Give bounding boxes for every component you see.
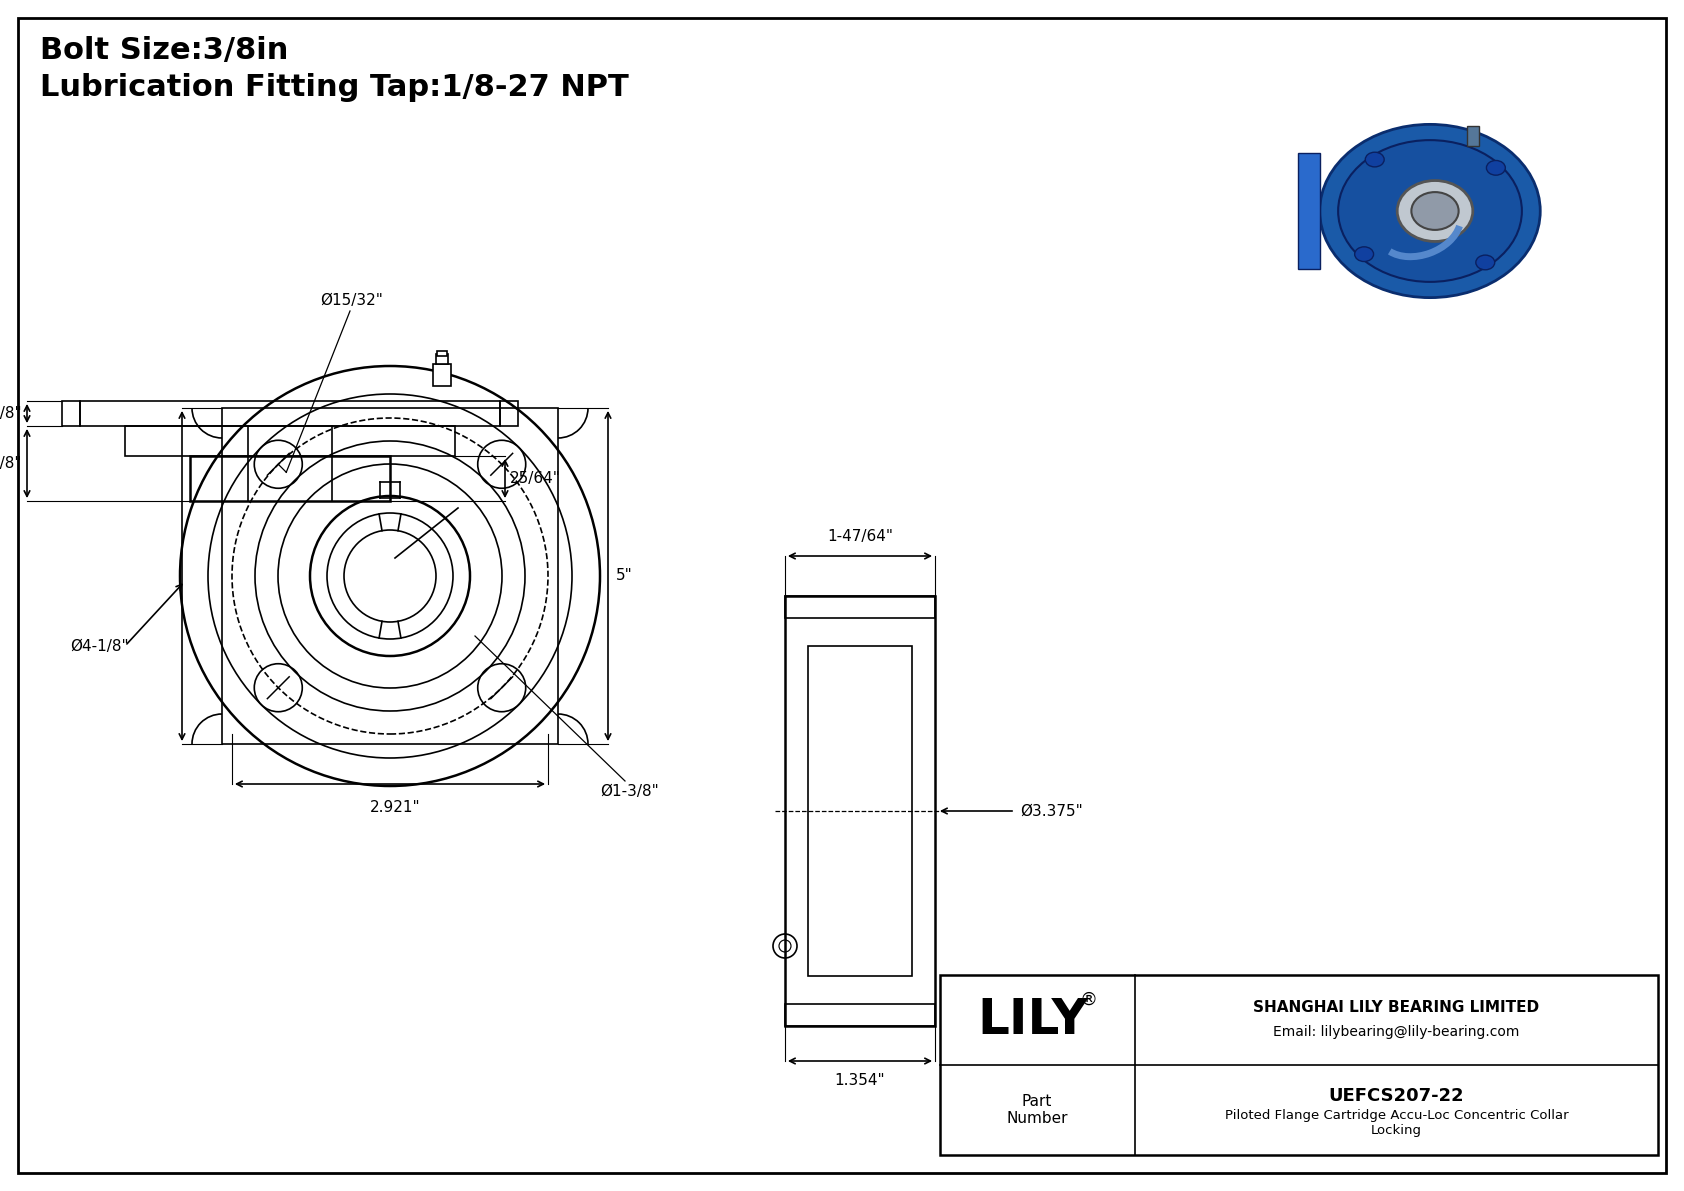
Text: Ø3.375": Ø3.375" (1021, 804, 1083, 818)
Bar (81, 401, 500, 426)
Text: Email: lilybearing@lily-bearing.com: Email: lilybearing@lily-bearing.com (1273, 1025, 1519, 1039)
Ellipse shape (1398, 181, 1474, 242)
Ellipse shape (1411, 192, 1458, 230)
Text: 7/8": 7/8" (0, 456, 22, 470)
Bar (222, 409, 557, 744)
Polygon shape (1298, 154, 1320, 269)
Ellipse shape (1475, 255, 1495, 270)
Text: 1-47/64": 1-47/64" (827, 529, 893, 544)
Bar (436, 354, 448, 364)
Text: 5": 5" (616, 568, 633, 584)
Text: Bolt Size:3/8in: Bolt Size:3/8in (40, 36, 288, 66)
Text: Ø1-3/8": Ø1-3/8" (600, 784, 658, 799)
Bar (125, 426, 455, 456)
Text: Lubrication Fitting Tap:1/8-27 NPT: Lubrication Fitting Tap:1/8-27 NPT (40, 73, 628, 102)
Bar (1467, 126, 1479, 146)
Text: 3/8": 3/8" (0, 406, 22, 420)
Ellipse shape (1366, 152, 1384, 167)
Text: Ø4-1/8": Ø4-1/8" (71, 638, 128, 654)
Text: Ø15/32": Ø15/32" (320, 293, 382, 308)
Ellipse shape (1339, 141, 1522, 282)
Text: 1.354": 1.354" (835, 1073, 886, 1089)
Ellipse shape (1487, 161, 1505, 175)
Bar (190, 456, 391, 501)
Text: 2.921": 2.921" (370, 800, 421, 815)
Bar (438, 351, 446, 356)
Bar (785, 596, 935, 1025)
Text: ®: ® (1079, 991, 1098, 1009)
Ellipse shape (1320, 124, 1541, 298)
Text: Part
Number: Part Number (1007, 1093, 1068, 1127)
Text: LILY: LILY (978, 996, 1088, 1045)
Bar (500, 401, 519, 426)
Ellipse shape (1354, 247, 1374, 262)
Bar (808, 646, 913, 975)
Text: SHANGHAI LILY BEARING LIMITED: SHANGHAI LILY BEARING LIMITED (1253, 1000, 1539, 1016)
Bar (785, 1004, 935, 1025)
Bar (785, 596, 935, 618)
Bar (62, 401, 81, 426)
Bar (433, 364, 451, 386)
Text: UEFCS207-22: UEFCS207-22 (1329, 1087, 1465, 1105)
Text: 25/64": 25/64" (510, 470, 561, 486)
Text: Piloted Flange Cartridge Accu-Loc Concentric Collar
Locking: Piloted Flange Cartridge Accu-Loc Concen… (1224, 1109, 1568, 1137)
Bar (940, 975, 1659, 1155)
